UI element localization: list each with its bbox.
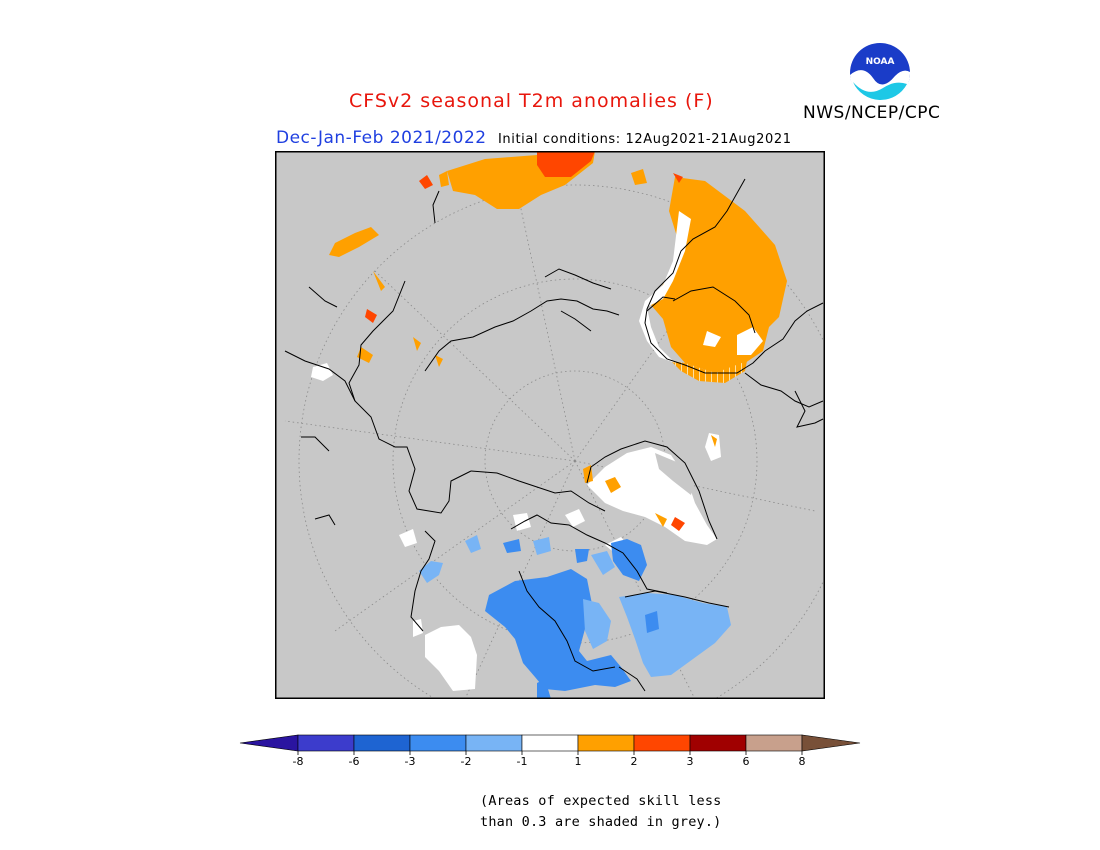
legend-arrow-high: [801, 734, 861, 752]
legend-tick-label: -3: [405, 755, 416, 768]
map-title: CFSv2 seasonal T2m anomalies (F): [349, 90, 714, 112]
forecast-period: Dec-Jan-Feb 2021/2022: [276, 128, 487, 148]
legend-tick-label: 2: [631, 755, 638, 768]
skill-note-line-2: than 0.3 are shaded in grey.): [480, 814, 722, 830]
noaa-logo: NOAA: [850, 43, 911, 104]
organization-label: NWS/NCEP/CPC: [803, 103, 941, 123]
legend-swatch: [577, 734, 635, 752]
anomaly-greenland: [583, 447, 717, 545]
skill-note: (Areas of expected skill less than 0.3 a…: [480, 791, 722, 833]
legend-tick-label: 6: [743, 755, 750, 768]
legend-swatch: [521, 734, 579, 752]
legend-swatch: [353, 734, 411, 752]
legend-tick-label: -8: [293, 755, 304, 768]
legend-swatch: [745, 734, 803, 752]
legend-swatch: [633, 734, 691, 752]
legend-tick-label: 3: [687, 755, 694, 768]
polar-map: [275, 151, 825, 699]
initial-conditions: Initial conditions: 12Aug2021-21Aug2021: [498, 132, 792, 147]
legend-arrow-low: [239, 734, 299, 752]
skill-note-line-1: (Areas of expected skill less: [480, 793, 722, 809]
legend-tick-label: 1: [575, 755, 582, 768]
legend-swatch: [297, 734, 355, 752]
legend-tick-label: -2: [461, 755, 472, 768]
map-frame: [275, 151, 825, 699]
legend-swatch: [689, 734, 747, 752]
legend-tick-label: -6: [349, 755, 360, 768]
legend-tick-label: -1: [517, 755, 528, 768]
coastlines: [284, 178, 824, 692]
noaa-logo-text: NOAA: [866, 57, 895, 67]
legend-swatch: [409, 734, 467, 752]
color-legend: -8 -6 -3 -2 -1 1 2 3 6 8: [239, 734, 861, 768]
anomaly-europe: [639, 173, 787, 461]
legend-tick-label: 8: [799, 755, 806, 768]
anomaly-north-asia: [329, 152, 647, 367]
legend-swatch: [465, 734, 523, 752]
